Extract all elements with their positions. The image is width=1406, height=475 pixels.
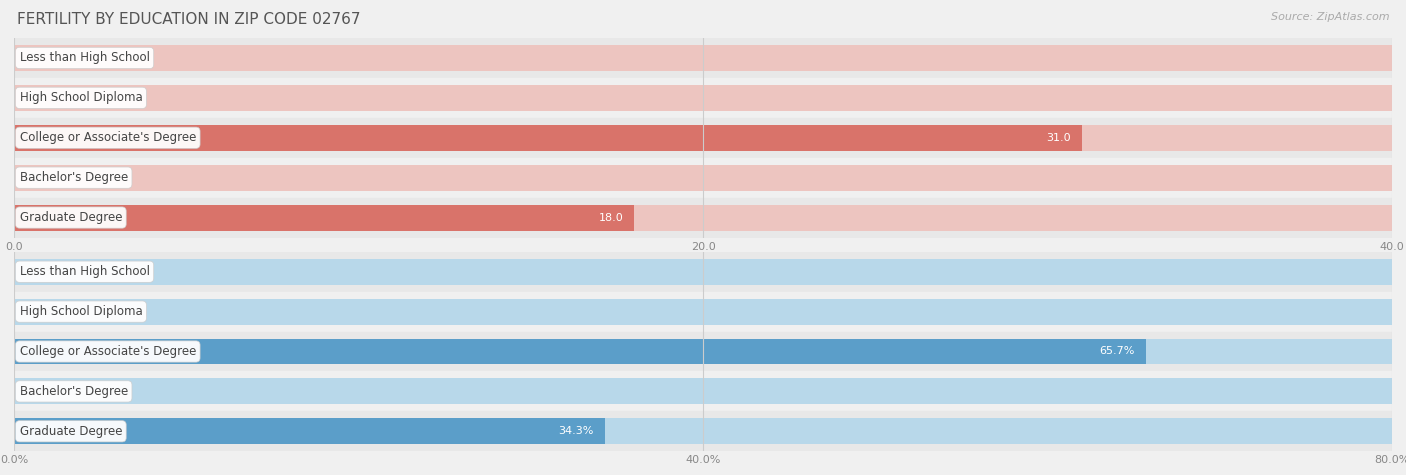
Text: FERTILITY BY EDUCATION IN ZIP CODE 02767: FERTILITY BY EDUCATION IN ZIP CODE 02767 [17, 12, 360, 27]
Bar [14, 299, 1392, 324]
Bar [14, 78, 1392, 118]
Text: 0.0: 0.0 [28, 53, 45, 63]
Bar [14, 118, 1392, 158]
Bar [14, 165, 1392, 190]
Text: 0.0: 0.0 [28, 93, 45, 103]
Bar [14, 205, 634, 230]
Text: 0.0%: 0.0% [28, 306, 56, 317]
Bar [14, 205, 1392, 230]
Text: 18.0: 18.0 [599, 212, 623, 223]
Text: College or Associate's Degree: College or Associate's Degree [20, 345, 195, 358]
Bar [14, 158, 1392, 198]
Text: 0.0%: 0.0% [28, 266, 56, 277]
Text: 34.3%: 34.3% [558, 426, 593, 437]
Bar [14, 411, 1392, 451]
Text: Bachelor's Degree: Bachelor's Degree [20, 385, 128, 398]
Text: Bachelor's Degree: Bachelor's Degree [20, 171, 128, 184]
Text: Graduate Degree: Graduate Degree [20, 425, 122, 438]
Bar [14, 339, 1146, 364]
Text: High School Diploma: High School Diploma [20, 91, 142, 104]
Bar [14, 371, 1392, 411]
Bar [14, 85, 1392, 111]
Bar [14, 292, 1392, 332]
Text: High School Diploma: High School Diploma [20, 305, 142, 318]
Text: 0.0%: 0.0% [28, 386, 56, 397]
Bar [14, 339, 1392, 364]
Bar [14, 45, 1392, 71]
Bar [14, 125, 1083, 151]
Text: College or Associate's Degree: College or Associate's Degree [20, 131, 195, 144]
Bar [14, 418, 1392, 444]
Text: 65.7%: 65.7% [1099, 346, 1135, 357]
Text: Graduate Degree: Graduate Degree [20, 211, 122, 224]
Text: 0.0: 0.0 [28, 172, 45, 183]
Bar [14, 252, 1392, 292]
Bar [14, 198, 1392, 238]
Text: Less than High School: Less than High School [20, 265, 149, 278]
Bar [14, 38, 1392, 78]
Bar [14, 332, 1392, 371]
Text: Source: ZipAtlas.com: Source: ZipAtlas.com [1271, 12, 1389, 22]
Bar [14, 125, 1392, 151]
Bar [14, 379, 1392, 404]
Text: 31.0: 31.0 [1046, 133, 1071, 143]
Bar [14, 418, 605, 444]
Bar [14, 259, 1392, 285]
Text: Less than High School: Less than High School [20, 51, 149, 65]
